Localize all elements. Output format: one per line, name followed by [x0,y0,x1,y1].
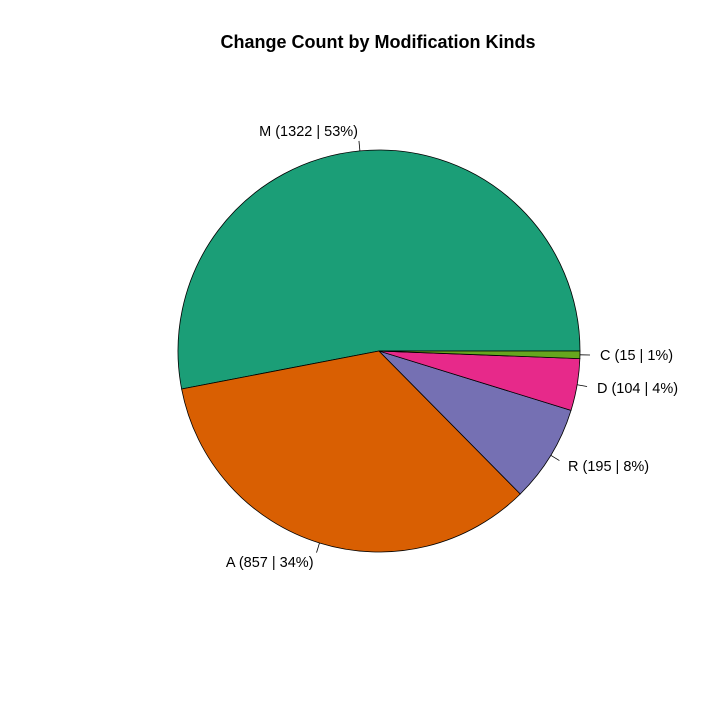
pie-label-tick-r [550,454,560,461]
pie-slice-r [378,350,572,495]
pie-slice-a [181,350,521,553]
pie-label-tick-d [577,384,588,387]
pie-label-d: D (104 | 4%) [597,381,678,397]
pie-label-r: R (195 | 8%) [568,459,649,475]
pie-label-tick-m [358,140,361,151]
pie-label-ticks [316,140,591,553]
pie-slice-m [177,149,581,390]
pie-label-a: A (857 | 34%) [226,555,314,571]
pie-label-tick-a [316,542,320,553]
chart-title: Change Count by Modification Kinds [221,32,536,52]
pie-label-m: M (1322 | 53%) [259,124,358,140]
pie-slices [177,149,581,553]
pie-label-c: C (15 | 1%) [600,348,673,364]
pie-labels: M (1322 | 53%) A (857 | 34%) R (195 | 8%) D… [226,124,678,571]
